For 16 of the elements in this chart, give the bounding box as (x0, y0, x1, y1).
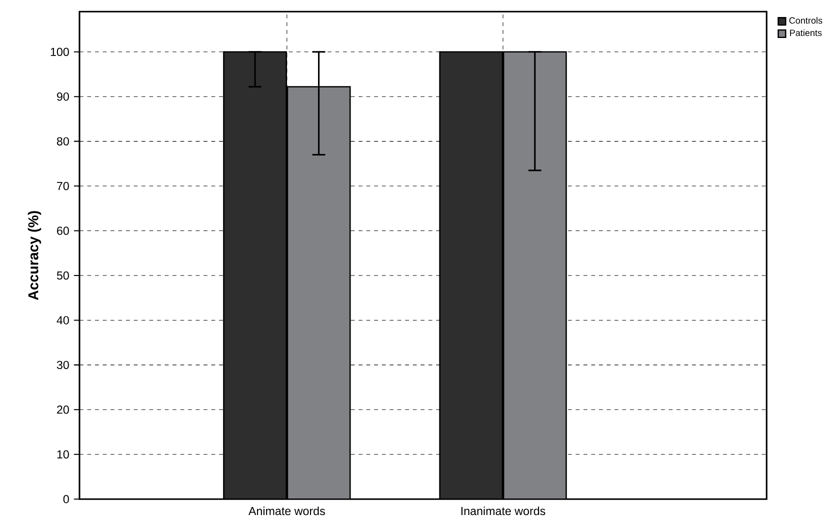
y-tick-label: 20 (57, 405, 69, 414)
y-tick-label: 50 (56, 271, 69, 280)
y-tick-label: 90 (57, 92, 69, 101)
x-tick-label: Inanimate words (461, 506, 546, 516)
y-tick-label: 80 (56, 137, 69, 146)
y-tick-label: 70 (57, 182, 69, 190)
legend-label: Patients (790, 29, 822, 36)
y-tick-label: 30 (56, 360, 69, 369)
y-axis-title: Accuracy (%) (28, 210, 42, 300)
y-tick-label: 40 (56, 316, 69, 324)
y-tick-label: 10 (57, 450, 69, 458)
x-tick-label: Animate words (248, 506, 325, 516)
y-tick-label: 100 (50, 48, 69, 56)
y-tick-label: 60 (57, 226, 69, 235)
y-tick-label: 0 (63, 494, 69, 504)
legend-label: Controls (789, 16, 822, 24)
